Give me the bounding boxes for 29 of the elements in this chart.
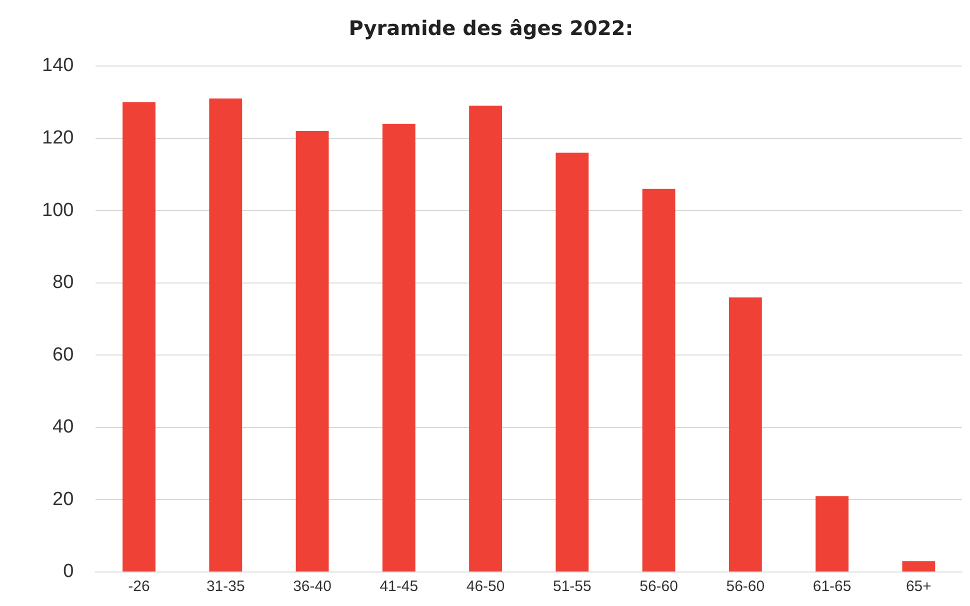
bar	[122, 102, 156, 572]
y-tick-label: 120	[42, 128, 74, 149]
bar	[556, 152, 589, 572]
y-tick-label: 140	[42, 55, 74, 76]
x-tick-label: 41-45	[380, 578, 418, 596]
bar	[296, 131, 329, 572]
bar	[902, 561, 936, 572]
bar	[816, 496, 849, 572]
x-tick-label: 51-55	[552, 578, 592, 596]
y-tick-label: 0	[63, 561, 74, 582]
x-tick-label: 56-60	[726, 578, 765, 596]
bar	[469, 106, 502, 572]
bar	[209, 98, 242, 572]
x-tick-label: 31-35	[206, 578, 245, 596]
x-tick-label: 46-50	[466, 578, 505, 596]
bar	[642, 188, 676, 572]
x-tick-label: 65+	[906, 578, 932, 596]
y-tick-label: 60	[52, 344, 74, 366]
bar	[728, 297, 762, 572]
x-tick-label: 56-60	[640, 578, 678, 596]
y-tick-label: 20	[52, 488, 74, 510]
bar	[382, 124, 416, 572]
x-tick-label: 61-65	[812, 578, 852, 596]
y-tick-label: 80	[52, 272, 74, 294]
x-tick-label: 36-40	[293, 578, 332, 596]
x-tick-label: -26	[128, 578, 150, 596]
chart-title: Pyramide des âges 2022:	[348, 16, 634, 40]
y-tick-label: 40	[52, 416, 74, 438]
y-tick-label: 100	[42, 200, 74, 221]
